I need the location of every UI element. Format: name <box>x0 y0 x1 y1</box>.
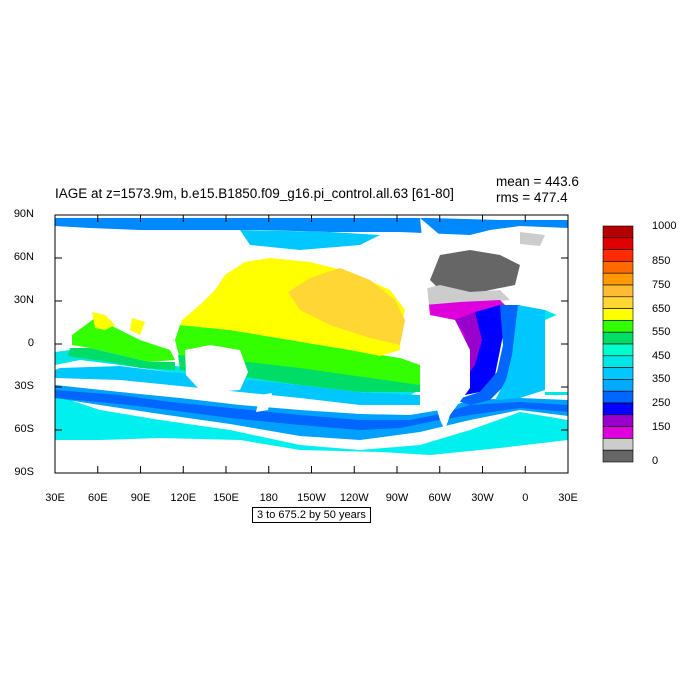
plot-title: IAGE at z=1573.9m, b.e15.B1850.f09_g16.p… <box>55 186 454 201</box>
lon-tick-label: 90W <box>385 492 409 504</box>
americas <box>405 218 470 430</box>
colorbar-swatch <box>602 320 634 333</box>
colorbar-swatch <box>602 225 634 239</box>
lon-tick-label: 120E <box>170 492 197 504</box>
lon-tick-label: 150W <box>297 492 326 504</box>
indian-ocean-teal <box>68 348 175 370</box>
ocean-field <box>55 218 568 455</box>
colorbar-swatch <box>602 308 634 321</box>
colorbar-swatch <box>602 426 634 439</box>
colorbar-swatch <box>602 414 634 427</box>
greenland-gray <box>520 232 545 246</box>
lat-tick-label: 30S <box>14 380 34 392</box>
colorbar-label: 750 <box>652 279 671 291</box>
nordic-dark-gray <box>430 250 520 295</box>
contour-info-box: 3 to 675.2 by 50 years <box>252 507 371 523</box>
colorbar-swatch <box>602 402 634 416</box>
lon-tick-label: 0 <box>522 492 529 504</box>
lon-tick-label: 90E <box>130 492 151 504</box>
colorbar-label: 450 <box>652 349 671 362</box>
lat-tick-label: 60N <box>13 251 34 263</box>
colorbar-label: 850 <box>652 255 671 268</box>
colorbar-label: 350 <box>652 373 671 386</box>
colorbar-swatch <box>602 343 634 357</box>
colorbar-swatch <box>602 355 634 368</box>
lon-tick-label: 30E <box>45 492 65 504</box>
lon-tick-label: 30E <box>558 492 578 504</box>
colorbar-swatch <box>602 331 634 345</box>
africa <box>545 310 568 392</box>
lon-tick-label: 150E <box>213 492 239 504</box>
colorbar-label: 0 <box>652 454 659 467</box>
colorbar-swatch <box>602 367 634 380</box>
colorbar-swatch <box>602 438 634 451</box>
colorbar-label: 1000 <box>652 220 677 232</box>
colorbar-swatch <box>602 261 634 274</box>
lat-tick-label: 90N <box>13 208 34 220</box>
lat-tick-label: 60S <box>14 423 34 435</box>
rms-stat: rms = 477.4 <box>496 190 568 205</box>
mean-stat: mean = 443.6 <box>496 174 579 189</box>
lat-tick-label: 30N <box>13 294 34 306</box>
atlantic-dark-blue <box>460 305 505 395</box>
colorbar-swatch <box>602 379 634 392</box>
colorbar-swatch <box>602 272 634 286</box>
colorbar-swatch <box>602 284 634 298</box>
lat-tick-label: 0 <box>27 337 34 349</box>
colorbar-swatch <box>602 237 634 250</box>
colorbar-label: 650 <box>652 302 671 315</box>
pacific-orange-region <box>288 268 405 345</box>
australia <box>185 345 248 392</box>
lon-tick-label: 120W <box>339 492 369 504</box>
arctic-cyan <box>240 230 380 250</box>
southern-ocean-cyan-band <box>55 395 568 455</box>
lon-tick-label: 30W <box>471 492 494 504</box>
southern-ocean-dark-blue <box>55 390 568 430</box>
colorbar-swatch <box>602 249 634 262</box>
indian-yellow <box>92 312 115 330</box>
southern-ocean-blue-band <box>55 385 568 440</box>
colorbar-swatch <box>602 296 634 309</box>
pacific-equatorial-green <box>175 325 420 385</box>
lon-tick-label: 60E <box>87 492 108 504</box>
south-atlantic-light-blue <box>495 305 545 400</box>
lon-tick-label: 180 <box>259 492 278 504</box>
indian-ocean-green <box>72 318 175 362</box>
lon-tick-label: 60W <box>428 492 452 504</box>
colorbar <box>602 225 634 463</box>
colorbar-label: 550 <box>652 326 671 339</box>
new-zealand <box>256 393 272 412</box>
north-atlantic-light-gray <box>418 285 510 305</box>
colorbar-label: 150 <box>652 420 671 433</box>
lat-tick-label: 90S <box>14 466 34 478</box>
colorbar-swatch <box>602 449 634 463</box>
atlantic-blue <box>455 305 520 405</box>
arctic-blue-band <box>55 218 568 235</box>
colorbar-swatch <box>602 390 634 404</box>
colorbar-label: 250 <box>652 397 671 409</box>
bay-bengal-yellow <box>130 318 145 335</box>
